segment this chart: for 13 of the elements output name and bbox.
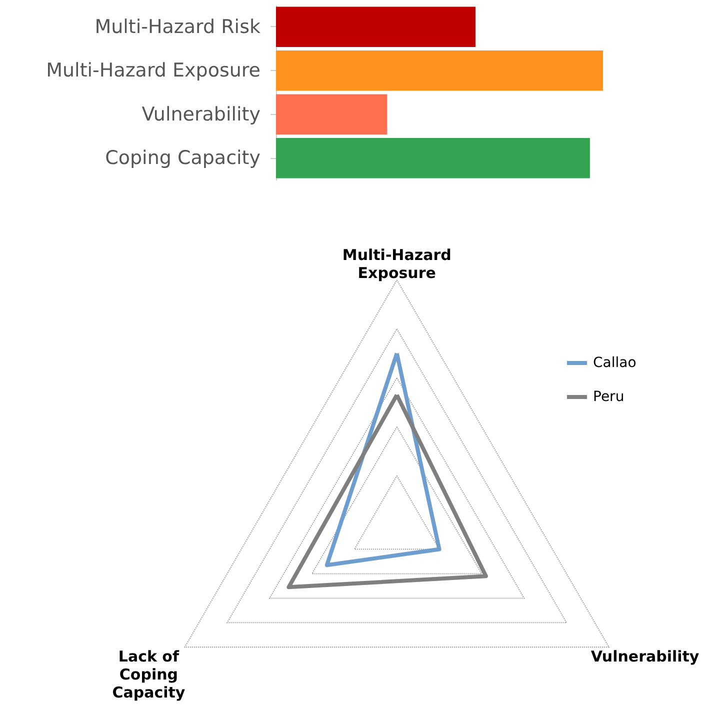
y-tick-label: Multi-Hazard Risk [94, 16, 260, 38]
legend-label: Peru [593, 389, 624, 405]
spoke-label: Multi-Hazard Exposure [342, 246, 452, 282]
y-tick-label: Vulnerability [142, 103, 260, 126]
bar [276, 6, 476, 47]
y-tick-label: Coping Capacity [105, 147, 260, 170]
bar [276, 50, 603, 91]
y-tick-label: Multi-Hazard Exposure [46, 60, 260, 82]
bar [276, 138, 590, 178]
bar [276, 94, 388, 134]
spoke-label: Lack of Coping Capacity [112, 648, 186, 702]
legend-label: Callao [593, 355, 636, 371]
spoke-label: Vulnerability [590, 648, 700, 666]
